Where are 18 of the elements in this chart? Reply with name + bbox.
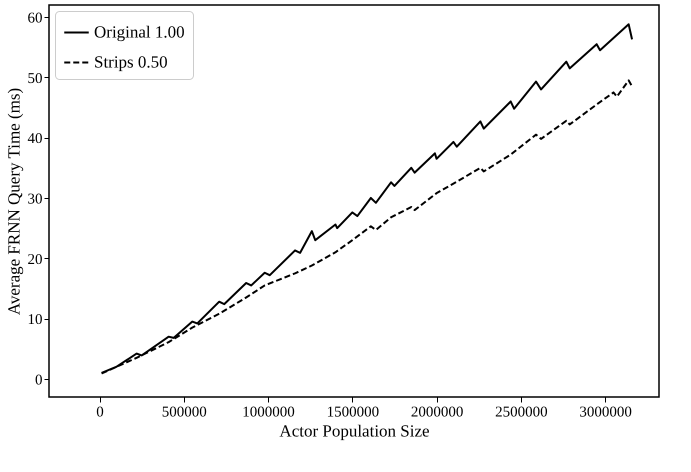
legend-label: Original 1.00 [94,22,185,42]
x-tick-label: 2000000 [410,404,464,420]
y-axis-title: Average FRNN Query Time (ms) [4,88,24,316]
x-axis-title: Actor Population Size [279,422,430,440]
y-tick-label: 20 [28,252,42,268]
y-tick-label: 0 [35,372,42,388]
y-tick-label: 40 [28,131,42,148]
legend-label: Strips 0.50 [94,52,168,72]
y-tick-label: 10 [28,312,42,328]
y-tick-label: 30 [28,191,42,208]
x-tick-label: 2500000 [495,404,548,420]
x-tick-label: 0 [96,404,104,420]
x-tick-label: 500000 [162,404,207,420]
y-tick-label: 50 [28,70,42,87]
x-tick-label: 1000000 [242,404,295,420]
x-tick-label: 1500000 [326,404,380,420]
y-tick-label: 60 [28,10,42,27]
x-tick-label: 3000000 [579,404,632,420]
